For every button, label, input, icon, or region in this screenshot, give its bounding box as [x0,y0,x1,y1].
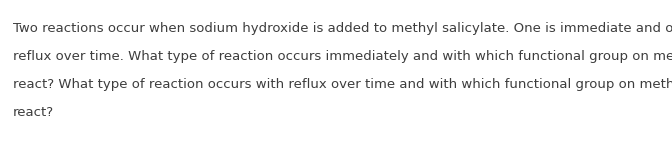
Text: Two reactions occur when sodium hydroxide is added to methyl salicylate. One is : Two reactions occur when sodium hydroxid… [13,22,672,35]
Text: react? What type of reaction occurs with reflux over time and with which functio: react? What type of reaction occurs with… [13,78,672,91]
Text: reflux over time. What type of reaction occurs immediately and with which functi: reflux over time. What type of reaction … [13,50,672,63]
Text: react?: react? [13,106,54,119]
